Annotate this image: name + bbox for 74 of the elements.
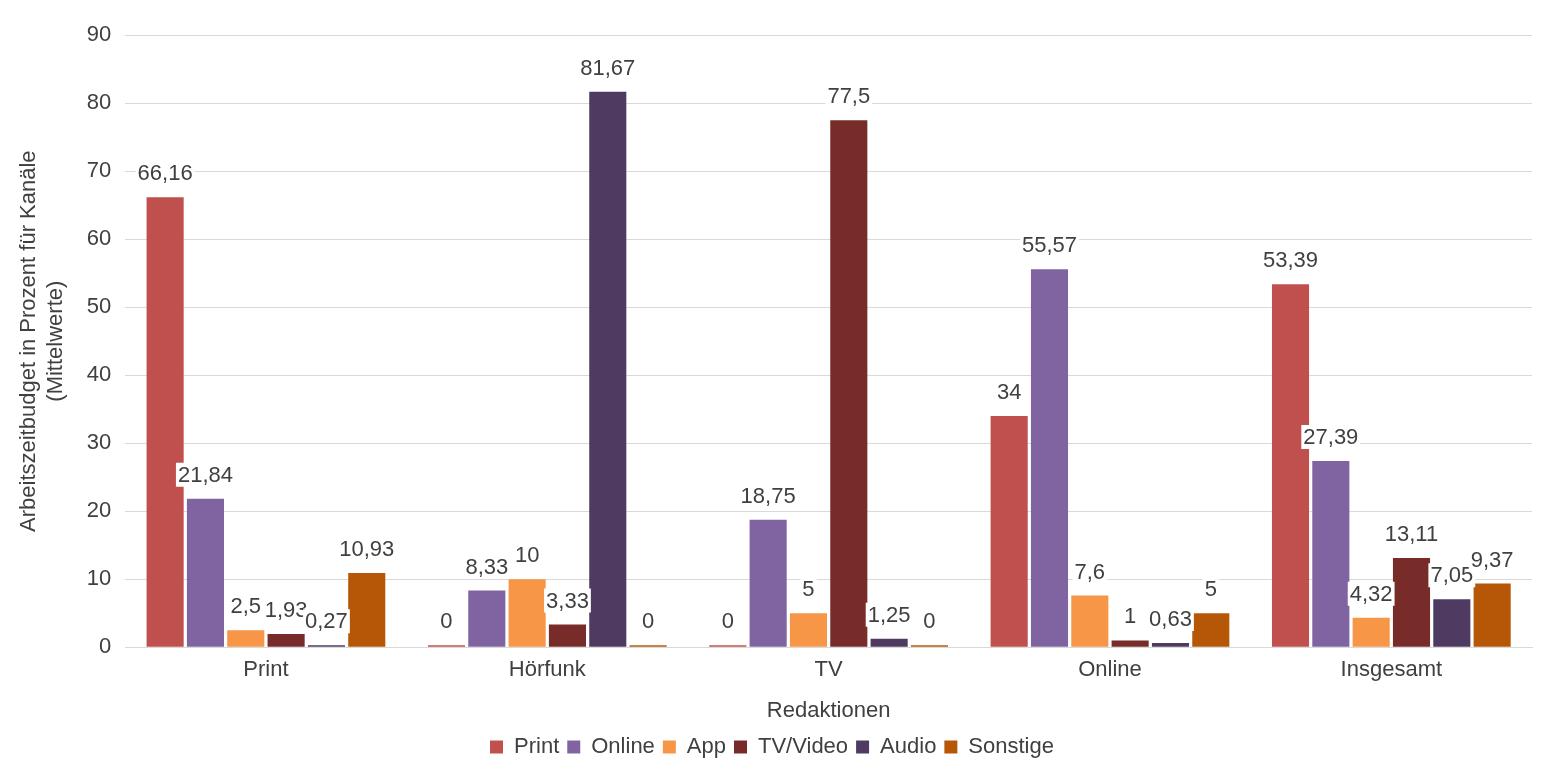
bar <box>1352 617 1390 647</box>
data-label: 0,27 <box>305 608 348 634</box>
bar <box>990 416 1028 647</box>
data-label: 1 <box>1124 603 1137 629</box>
x-tick-label: Print <box>243 656 289 682</box>
bar <box>1192 613 1230 647</box>
bar <box>1312 460 1350 647</box>
bar <box>789 613 828 647</box>
bar <box>1111 640 1149 647</box>
y-tick-label: 90 <box>86 21 112 47</box>
legend-label: Audio <box>880 733 937 759</box>
y-tick-label: 20 <box>86 497 112 523</box>
data-label: 10 <box>514 542 540 568</box>
y-tick-label: 30 <box>86 429 112 455</box>
data-label: 5 <box>1204 576 1217 602</box>
bar <box>830 120 868 647</box>
bar <box>1071 595 1109 647</box>
data-label: 3,33 <box>546 587 589 613</box>
data-label: 55,57 <box>1021 232 1078 258</box>
y-tick-label: 80 <box>86 89 112 115</box>
data-label: 9,37 <box>1470 546 1514 572</box>
y-tick-label: 70 <box>86 157 112 183</box>
x-tick-label: Insgesamt <box>1340 656 1443 682</box>
data-label: 34 <box>996 379 1022 405</box>
bar <box>1392 558 1431 647</box>
bar <box>468 590 506 647</box>
legend-label: Print <box>514 733 560 759</box>
bar <box>548 624 586 647</box>
data-label: 2,5 <box>230 593 262 619</box>
data-label: 18,75 <box>740 482 796 508</box>
data-label: 5 <box>802 576 815 602</box>
data-label: 77,5 <box>827 83 871 109</box>
bar <box>186 498 224 647</box>
data-label: 21,84 <box>177 461 233 487</box>
y-tick-label: 0 <box>99 633 112 659</box>
bar <box>1030 269 1069 647</box>
data-label: 1,25 <box>867 601 911 627</box>
y-tick-label: 50 <box>86 293 112 319</box>
bar <box>267 634 305 647</box>
y-tick-label: 60 <box>86 225 112 251</box>
data-label: 81,67 <box>580 54 636 80</box>
x-tick-label: Online <box>1078 656 1142 682</box>
data-label: 4,32 <box>1349 580 1393 606</box>
bar <box>508 579 546 647</box>
data-label: 0,63 <box>1149 605 1192 631</box>
bar <box>1151 642 1190 647</box>
y-axis-title: Arbeitszeitbudget in Prozent für Kanäle (Mittelwerte) <box>15 150 67 532</box>
data-label: 53,39 <box>1262 247 1319 273</box>
legend-label: Sonstige <box>968 733 1054 759</box>
data-label: 0 <box>923 608 936 634</box>
legend-label: App <box>686 733 727 759</box>
data-label: 10,93 <box>339 535 395 561</box>
data-label: 7,6 <box>1074 558 1106 584</box>
bar <box>1433 599 1471 647</box>
bar <box>589 91 627 647</box>
bar <box>227 630 265 647</box>
data-label: 0 <box>440 608 453 634</box>
data-label: 0 <box>641 608 655 634</box>
x-tick-label: Hörfunk <box>508 656 587 682</box>
x-tick-label: TV <box>814 656 844 682</box>
x-axis-title: Redaktionen <box>766 696 891 722</box>
data-label: 66,16 <box>137 160 193 186</box>
bar <box>348 572 386 647</box>
y-tick-label: 10 <box>86 565 112 591</box>
data-label: 0 <box>721 608 734 634</box>
legend-label: TV/Video <box>758 733 849 759</box>
bar <box>870 638 908 647</box>
bar <box>749 519 787 647</box>
bar <box>1473 583 1511 647</box>
data-label: 27,39 <box>1303 424 1359 450</box>
data-label: 8,33 <box>465 553 509 579</box>
data-label: 13,11 <box>1384 521 1439 547</box>
y-tick-label: 40 <box>86 361 112 387</box>
legend-label: Online <box>591 733 655 759</box>
